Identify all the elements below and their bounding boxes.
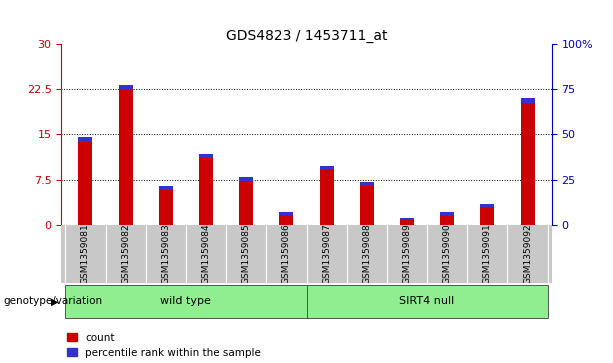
Text: genotype/variation: genotype/variation [3, 296, 102, 306]
Bar [199, 154, 213, 225]
Bar [400, 218, 414, 220]
Bar [78, 137, 93, 142]
Bar [280, 212, 294, 225]
Title: GDS4823 / 1453711_at: GDS4823 / 1453711_at [226, 29, 387, 42]
Text: GSM1359088: GSM1359088 [362, 224, 371, 285]
Bar [159, 186, 173, 190]
Bar [481, 204, 495, 207]
Text: GSM1359084: GSM1359084 [202, 224, 210, 285]
Text: GSM1359089: GSM1359089 [403, 224, 411, 285]
Bar [118, 85, 132, 225]
Bar [239, 177, 253, 225]
Text: GSM1359091: GSM1359091 [483, 224, 492, 285]
Bar [481, 204, 495, 225]
Bar [199, 154, 213, 158]
Bar [440, 212, 454, 225]
Bar [400, 218, 414, 225]
FancyBboxPatch shape [66, 285, 306, 318]
Text: GSM1359092: GSM1359092 [523, 224, 532, 285]
Text: wild type: wild type [161, 295, 211, 306]
Bar [360, 182, 374, 186]
Bar [360, 182, 374, 225]
Bar [319, 166, 333, 170]
Bar [319, 166, 333, 225]
Legend: count, percentile rank within the sample: count, percentile rank within the sample [66, 333, 261, 358]
Text: GSM1359086: GSM1359086 [282, 224, 291, 285]
Text: GSM1359083: GSM1359083 [161, 224, 170, 285]
Text: GSM1359081: GSM1359081 [81, 224, 90, 285]
Text: SIRT4 null: SIRT4 null [400, 295, 455, 306]
Bar [239, 177, 253, 181]
Bar [118, 85, 132, 90]
Bar [78, 137, 93, 225]
Bar [440, 212, 454, 215]
Text: GSM1359090: GSM1359090 [443, 224, 452, 285]
Bar [520, 98, 535, 225]
Bar [280, 212, 294, 215]
Text: GSM1359087: GSM1359087 [322, 224, 331, 285]
Text: ▶: ▶ [51, 296, 58, 306]
Bar [159, 186, 173, 225]
Text: GSM1359082: GSM1359082 [121, 224, 130, 285]
Text: GSM1359085: GSM1359085 [242, 224, 251, 285]
FancyBboxPatch shape [306, 285, 547, 318]
Bar [520, 98, 535, 103]
